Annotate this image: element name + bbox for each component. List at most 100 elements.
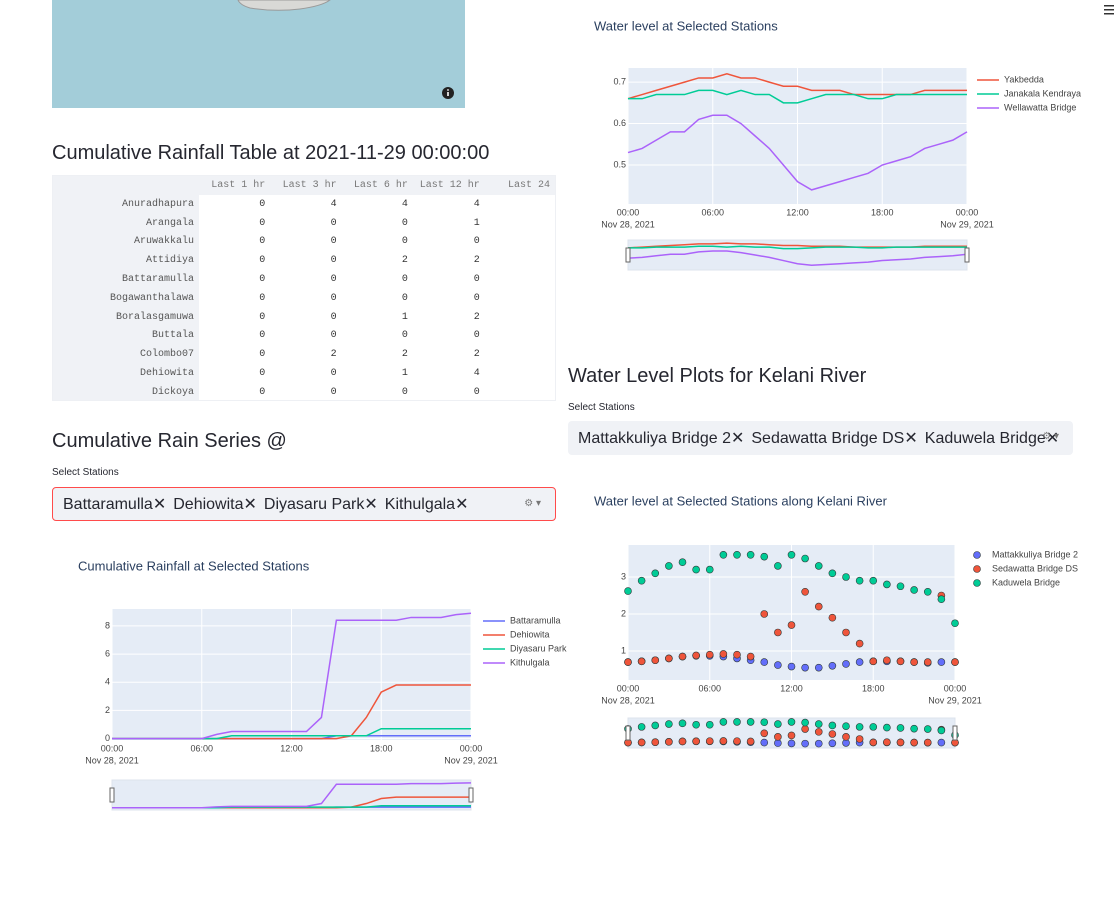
- slider-point: [937, 726, 946, 735]
- point: [828, 613, 837, 622]
- tag-remove[interactable]: ✕: [243, 496, 257, 513]
- chart-title: Water level at Selected Stations: [594, 18, 778, 33]
- slider-handle[interactable]: [625, 247, 631, 263]
- tag: Kaduwela Bridge✕: [925, 428, 1059, 448]
- menu-icon[interactable]: [1104, 5, 1114, 15]
- point: [774, 661, 782, 669]
- cell: [485, 345, 555, 364]
- slider-point: [855, 735, 864, 743]
- slider-point: [678, 737, 687, 746]
- tag: Battaramulla✕: [63, 494, 166, 514]
- cell: 0: [401, 330, 408, 342]
- map-info-glyph: [447, 92, 449, 96]
- dropdown-control[interactable]: ⚙ ▾: [1042, 431, 1059, 442]
- slider-handle[interactable]: [952, 725, 958, 741]
- slider-point: [869, 723, 878, 731]
- slider-point: [774, 739, 782, 747]
- tag-label: Battaramulla: [63, 496, 153, 513]
- point: [637, 657, 646, 666]
- point: [814, 602, 823, 611]
- slider-handle[interactable]: [109, 787, 115, 803]
- legend-label: Janakala Kendraya: [1004, 88, 1081, 98]
- tag-remove[interactable]: ✕: [455, 496, 469, 513]
- point: [692, 565, 700, 574]
- series-line: [628, 89, 967, 104]
- row-label: Colombo07: [53, 345, 200, 365]
- range-slider: [624, 717, 959, 749]
- slider-handle[interactable]: [625, 725, 631, 741]
- chart: Water level at Selected Stations along K…: [594, 493, 1078, 749]
- cell: 1: [401, 368, 408, 380]
- slider-point: [665, 738, 673, 746]
- slider-point: [760, 738, 769, 747]
- cell: 0: [259, 330, 266, 342]
- table-row: Colombo07 0 2 2 2: [53, 345, 555, 365]
- cell: 2: [401, 349, 408, 361]
- legend-label: Battaramulla: [510, 615, 561, 625]
- column-header: Last 6 hr: [341, 176, 413, 195]
- point: [692, 651, 700, 660]
- slider-bg: [111, 779, 472, 811]
- cell: [485, 233, 555, 252]
- tag-remove[interactable]: ✕: [152, 496, 167, 513]
- cell: [485, 364, 555, 383]
- dropdown-control[interactable]: ⚙ ▾: [524, 498, 541, 509]
- multiselect[interactable]: Mattakkuliya Bridge 2✕ Sedawatta Bridge D…: [568, 421, 1073, 455]
- slider-handle[interactable]: [964, 247, 970, 263]
- table-body: Anuradhapura 0 4 4 4 Arangala 0 0 0 1 Aruwakkalu 0 0…: [53, 195, 555, 400]
- rain-series-heading: Cumulative Rain Series @: [52, 430, 287, 452]
- slider-point: [774, 733, 782, 741]
- tag-remove[interactable]: ✕: [904, 430, 918, 447]
- point: [760, 552, 769, 561]
- slider-point: [787, 731, 796, 740]
- rainfall-table: Last 1 hr Last 3 hr Last 6 hr Last 12 hr Las…: [52, 175, 556, 401]
- map-land: [237, 0, 331, 11]
- slider-point: [828, 730, 837, 738]
- x-tick-label: 12:00: [780, 683, 803, 693]
- slider-point: [746, 737, 755, 746]
- point: [760, 658, 769, 666]
- y-tick-label: 8: [105, 620, 110, 630]
- slider-point: [896, 738, 905, 747]
- point: [828, 661, 837, 670]
- point: [842, 573, 850, 581]
- header-row: Last 1 hr Last 3 hr Last 6 hr Last 12 hr Las…: [53, 176, 555, 195]
- slider-point: [746, 718, 755, 726]
- cell: 0: [259, 311, 266, 323]
- table-row: Bogawanthalawa 0 0 0 0: [53, 288, 555, 308]
- point: [651, 656, 660, 665]
- tag-remove[interactable]: ✕: [730, 430, 745, 447]
- x-tick-label: 00:00: [617, 207, 640, 217]
- slider-point: [787, 739, 796, 748]
- tag-remove[interactable]: ✕: [364, 496, 378, 513]
- x-tick-label: 00:00: [617, 683, 640, 693]
- point: [733, 551, 741, 559]
- cell: [485, 251, 555, 270]
- cell: [485, 289, 555, 308]
- slider-handle[interactable]: [468, 787, 474, 803]
- point: [624, 587, 632, 595]
- cell: 2: [473, 349, 480, 361]
- cell: 0: [330, 274, 337, 286]
- chart: Cumulative Rainfall at Selected Stations…: [78, 558, 567, 811]
- slider-point: [719, 718, 728, 726]
- cell: 2: [473, 311, 480, 323]
- legend-label: Dehiowita: [510, 629, 550, 639]
- slider-point: [692, 737, 700, 746]
- map[interactable]: [52, 0, 465, 108]
- column-header: Last 1 hr: [199, 176, 271, 195]
- slider-point: [923, 738, 932, 747]
- slider-point: [760, 718, 769, 727]
- tag-remove[interactable]: ✕: [1045, 430, 1060, 447]
- point: [883, 656, 891, 665]
- column-header: Last 24: [484, 176, 555, 195]
- slider-point: [774, 720, 782, 728]
- slider-point: [814, 739, 823, 748]
- cell: 0: [259, 368, 266, 380]
- point: [760, 610, 769, 618]
- slider-point: [801, 739, 809, 748]
- multiselect[interactable]: Battaramulla✕ Dehiowita✕ Diyasaru Park✕ Kit…: [52, 487, 556, 521]
- row-label: Attidiya: [53, 251, 200, 271]
- table-row: Attidiya 0 0 2 2: [53, 251, 555, 271]
- point: [910, 586, 918, 594]
